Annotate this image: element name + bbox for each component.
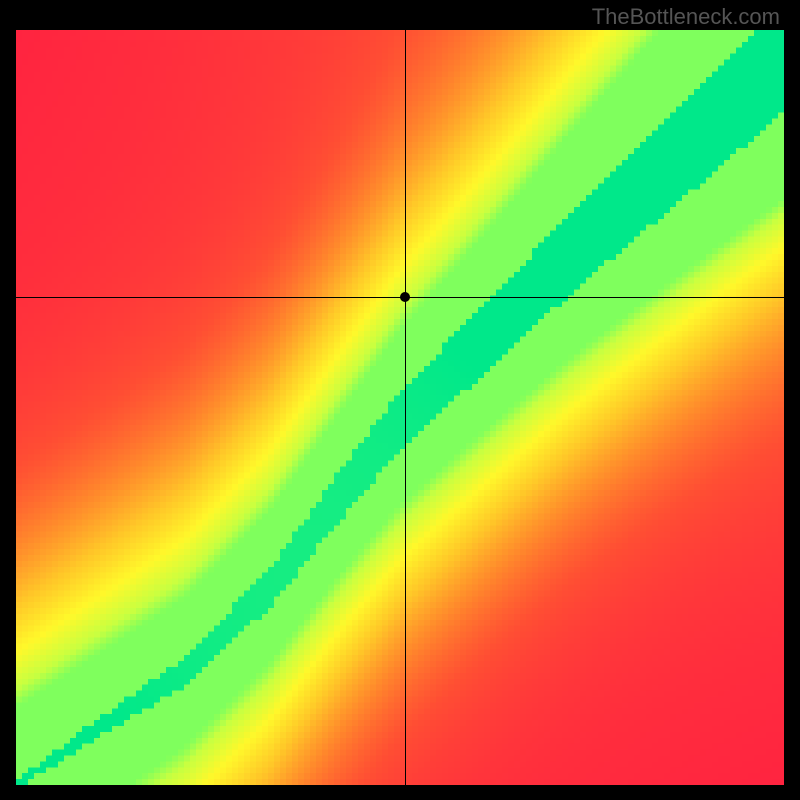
plot-area (16, 30, 784, 785)
marker-dot (400, 292, 410, 302)
heatmap-canvas (16, 30, 784, 785)
watermark-text: TheBottleneck.com (592, 4, 780, 30)
crosshair-vertical (405, 30, 406, 785)
